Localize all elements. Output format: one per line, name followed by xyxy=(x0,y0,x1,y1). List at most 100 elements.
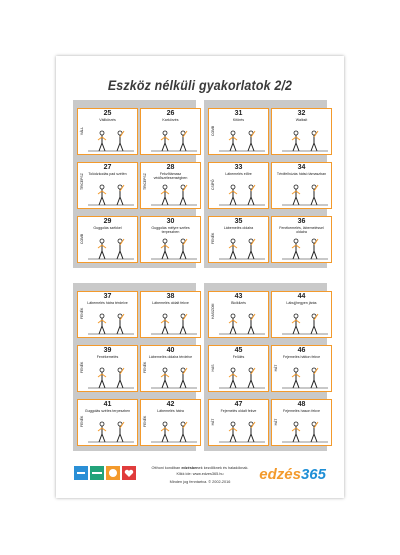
exercise-name: Térdfelhúzás hátsó támaszban xyxy=(276,172,327,176)
exercise-figure-icon xyxy=(88,421,134,443)
exercise-number: 35 xyxy=(234,218,243,225)
exercise-card: 34 Térdfelhúzás hátsó támaszban xyxy=(271,162,332,209)
exercise-figure-icon xyxy=(88,130,134,152)
exercise-figure-icon xyxy=(282,130,328,152)
exercise-number: 33 xyxy=(234,164,243,171)
exercise-card: 41 Guggolás széles terpeszben FENÉK xyxy=(77,399,138,446)
exercise-name: Fekvőtámasz védőszélesenségben xyxy=(153,172,188,181)
exercise-number: 41 xyxy=(103,401,112,408)
exercise-name: Lábemelés oldalt fekve xyxy=(152,301,189,305)
exercise-panel: 43 Biciklizés HASIZOM 44 Lábujjhegyen járás 4… xyxy=(204,283,332,451)
exercise-panel: 37 Lábemelés hátra térdelve FENÉK 38 Lábemel… xyxy=(73,283,201,451)
exercise-number: 37 xyxy=(103,293,112,300)
exercise-figure-icon xyxy=(151,238,197,260)
exercise-card: 39 Fenékemelés FENÉK xyxy=(77,345,138,392)
exercise-figure-icon xyxy=(219,421,265,443)
exercise-number: 36 xyxy=(297,218,306,225)
exercise-name: Tolódzkodás pad szélén xyxy=(88,172,127,176)
exercise-name: Lábemelés előre xyxy=(225,172,252,176)
exercise-number: 39 xyxy=(103,347,112,354)
exercise-name: Lábemelés hátra xyxy=(157,409,184,413)
muscle-category: COMB xyxy=(211,125,215,136)
exercise-number: 25 xyxy=(103,110,112,117)
footer-copyright: Minden jog fenntartva. © 2002-2016 xyxy=(169,480,231,484)
brand-logo: edzés365 xyxy=(259,466,326,483)
exercise-name: Guggolás székkel xyxy=(93,226,122,230)
exercise-name: Lábemelés hátra térdelve xyxy=(87,301,128,305)
exercise-number: 32 xyxy=(297,110,306,117)
category-icons xyxy=(74,466,136,480)
exercise-figure-icon xyxy=(88,367,134,389)
exercise-figure-icon xyxy=(282,421,328,443)
exercise-figure-icon xyxy=(219,238,265,260)
footer-link[interactable]: Klikk ide: www.edzes365.hu xyxy=(176,472,224,476)
exercise-figure-icon xyxy=(88,238,134,260)
muscle-category: FENÉK xyxy=(143,361,147,373)
exercise-number: 30 xyxy=(166,218,175,225)
exercise-card: 25 Vállkörzés VÁLL xyxy=(77,108,138,155)
exercise-card: 45 Felülés HAS xyxy=(208,345,269,392)
exercise-number: 38 xyxy=(166,293,175,300)
exercise-number: 34 xyxy=(297,164,306,171)
exercise-number: 26 xyxy=(166,110,175,117)
exercise-card: 46 Fejemelés hátton fekve HÁT xyxy=(271,345,332,392)
muscle-category: FENÉK xyxy=(143,415,147,427)
exercise-figure-icon xyxy=(282,367,328,389)
exercise-figure-icon xyxy=(151,421,197,443)
muscle-category: HAS xyxy=(211,364,215,372)
muscle-category: CSÍPŐ xyxy=(211,179,215,190)
muscle-category: HÁT xyxy=(274,364,278,372)
exercise-name: Fejemelés oldalt fekve xyxy=(220,409,257,413)
exercise-number: 46 xyxy=(297,347,306,354)
exercise-name: Lábemelés oldalra xyxy=(223,226,254,230)
exercise-figure-icon xyxy=(219,367,265,389)
exercise-figure-icon xyxy=(151,130,197,152)
exercise-name: Lábujjhegyen járás xyxy=(286,301,317,305)
muscle-category: HASIZOM xyxy=(211,303,215,319)
page-title: Eszköz nélküli gyakorlatok 2/2 xyxy=(107,78,293,93)
exercise-number: 28 xyxy=(166,164,175,171)
exercise-figure-icon xyxy=(282,238,328,260)
exercise-card: 44 Lábujjhegyen járás xyxy=(271,291,332,338)
exercise-card: 48 Fejemelés hason fekve HÁT xyxy=(271,399,332,446)
exercise-figure-icon xyxy=(219,130,265,152)
exercise-card: 33 Lábemelés előre CSÍPŐ xyxy=(208,162,269,209)
exercise-card: 29 Guggolás székkel COMB xyxy=(77,216,138,263)
muscle-category: HÁT xyxy=(274,418,278,426)
exercise-panel: 25 Vállkörzés VÁLL 26 Karkörzés 27 Tolódzkodás… xyxy=(73,100,201,268)
exercise-name: Guggolás széles terpeszben xyxy=(84,409,131,413)
exercise-number: 48 xyxy=(297,401,306,408)
exercise-name: Fenékemelés, lábemeléssel oldalra xyxy=(279,226,324,235)
muscle-category: FENÉK xyxy=(211,232,215,244)
exercise-name: Felülés xyxy=(232,355,245,359)
exercise-name: Vállkörzés xyxy=(99,118,116,122)
muscle-category: FENÉK xyxy=(80,415,84,427)
exercise-name: Guggolás mélyre széles terpeszben xyxy=(151,226,190,235)
exercise-card: 36 Fenékemelés, lábemeléssel oldalra xyxy=(271,216,332,263)
exercise-figure-icon xyxy=(282,313,328,335)
exercise-name: Fejemelés hátton fekve xyxy=(282,355,321,359)
exercise-figure-icon xyxy=(151,184,197,206)
muscle-category: FENÉK xyxy=(80,361,84,373)
exercise-name: Fenékemelés xyxy=(96,355,119,359)
exercise-card: 35 Lábemelés oldalra FENÉK xyxy=(208,216,269,263)
exercise-card: 42 Lábemelés hátra FENÉK xyxy=(140,399,201,446)
exercise-figure-icon xyxy=(219,313,265,335)
exercise-card: 40 Lábemelés oldalra térdelve FENÉK xyxy=(140,345,201,392)
exercise-card: 43 Biciklizés HASIZOM xyxy=(208,291,269,338)
exercise-card: 47 Fejemelés oldalt fekve HÁT xyxy=(208,399,269,446)
exercise-figure-icon xyxy=(282,184,328,206)
exercise-figure-icon xyxy=(88,313,134,335)
exercise-name: Lábemelés oldalra térdelve xyxy=(148,355,193,359)
exercise-number: 47 xyxy=(234,401,243,408)
exercise-sheet: Eszköz nélküli gyakorlatok 2/2 25 Vállkör… xyxy=(56,56,344,498)
exercise-number: 40 xyxy=(166,347,175,354)
muscle-category: VÁLL xyxy=(80,126,84,136)
exercise-name: Biciklizés xyxy=(231,301,246,305)
exercise-figure-icon xyxy=(88,184,134,206)
exercise-figure-icon xyxy=(151,367,197,389)
exercise-card: 31 Kitörés COMB xyxy=(208,108,269,155)
muscle-category: TRICEPSZ xyxy=(143,173,147,190)
exercise-card: 27 Tolódzkodás pad szélén TRICEPSZ xyxy=(77,162,138,209)
exercise-number: 44 xyxy=(297,293,306,300)
